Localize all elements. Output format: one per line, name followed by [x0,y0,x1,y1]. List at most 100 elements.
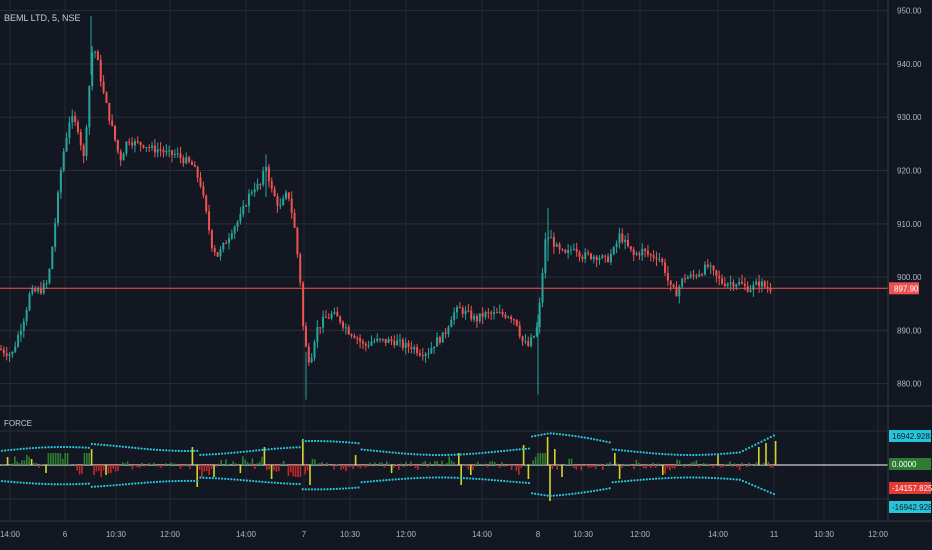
force-band-dot [744,448,748,451]
force-bar [614,453,616,465]
force-bar [95,465,98,472]
candles [0,15,772,400]
force-band-dot [146,447,149,451]
candle-body [595,256,598,261]
force-band-dot [124,483,128,486]
force-band-dot [586,490,590,493]
force-band-dot [10,448,13,451]
force-band-dot [78,482,81,486]
candle-body [746,285,749,292]
force-band-dot [283,446,286,450]
candle-body [729,282,732,284]
symbol-title[interactable]: BEML LTD, 5, NSE [4,13,81,23]
force-bar [263,447,266,465]
price-axis-label: 950.00 [897,7,922,16]
force-band-dot [527,447,531,450]
force-bar [165,463,167,465]
candle-body [760,281,763,287]
force-bar [179,465,182,469]
force-band-dot [701,476,704,479]
force-band-dot [177,449,180,452]
candle-body [99,60,102,82]
force-band-dot [180,449,183,453]
force-bar [282,460,285,465]
force-band-dot [332,487,335,491]
candle-body [71,116,74,123]
force-band-dot [382,450,385,453]
candle-body [219,249,222,257]
force-band-dot [351,441,354,444]
candle-body [148,147,151,149]
force-bar [474,463,477,465]
force-band-dot [744,481,748,484]
force-band-dot [512,480,515,483]
force-bar [426,465,429,468]
force-band-dot [459,453,462,456]
force-band-dot [193,449,196,453]
force-band-dot [757,442,760,445]
force-bar [33,462,35,465]
candle-body [111,120,114,126]
force-band-dot [326,440,329,443]
candle-body [467,310,470,312]
candle-body [19,330,22,335]
force-band-dot [500,479,503,482]
candle-body [45,282,48,284]
force-band-dot [651,477,655,481]
force-bar [671,465,674,469]
force-bar [218,463,220,465]
force-band-dot [413,453,416,456]
force-bar [486,465,489,468]
candle-body [530,337,533,346]
force-band-dot [403,477,407,480]
force-band-dot [301,440,304,443]
force-bar [354,455,357,465]
force-bar [270,465,273,479]
force-bar [251,458,254,465]
force-bar [136,465,138,468]
force-bar [30,459,33,465]
force-band-dot [630,450,633,453]
force-bar [318,463,321,465]
force-band-dot [137,482,140,485]
force-band-dot [431,453,434,457]
force-bar [422,462,424,465]
force-band-dot [28,482,31,485]
force-bar [758,447,760,465]
force-axis[interactable]: 16942.9283 0.0000 -14157.8250 -16942.9283 [889,430,932,513]
candle-body [279,205,282,207]
force-bar [50,453,52,465]
force-band-dot [531,435,534,438]
time-axis[interactable]: 14:00 6 10:30 12:00 14:00 7 10:30 12:00 14:00 8 10… [0,520,932,539]
candle-body [427,353,430,355]
force-bar [654,465,657,468]
force-band-dot [658,477,661,480]
candle-body [515,319,518,326]
force-bar [722,465,724,468]
candle-body [490,312,493,314]
candle-body [347,327,350,335]
force-band-dot [453,453,456,456]
candle-body [743,283,746,286]
force-band-dot [323,440,326,443]
force-band-dot [273,447,276,450]
force-bar [117,465,119,471]
candle-body [122,153,125,161]
force-bar [172,463,174,465]
candle-body [94,51,97,53]
force-bar [568,458,570,465]
force-bar [160,465,162,468]
candle-body [413,347,416,350]
force-band-dot [444,476,447,479]
candle-body [661,259,664,263]
force-indicator-label[interactable]: FORCE [4,419,32,428]
candle-body [236,221,239,227]
candle-body [684,278,686,280]
force-band-dot [121,483,124,486]
candle-body [239,214,242,222]
price-axis[interactable]: 950.00 940.00 930.00 920.00 910.00 900.00 890.… [887,0,922,520]
force-band-dot [351,486,354,490]
force-bar [674,465,676,469]
time-axis-label: 10:30 [814,530,835,539]
